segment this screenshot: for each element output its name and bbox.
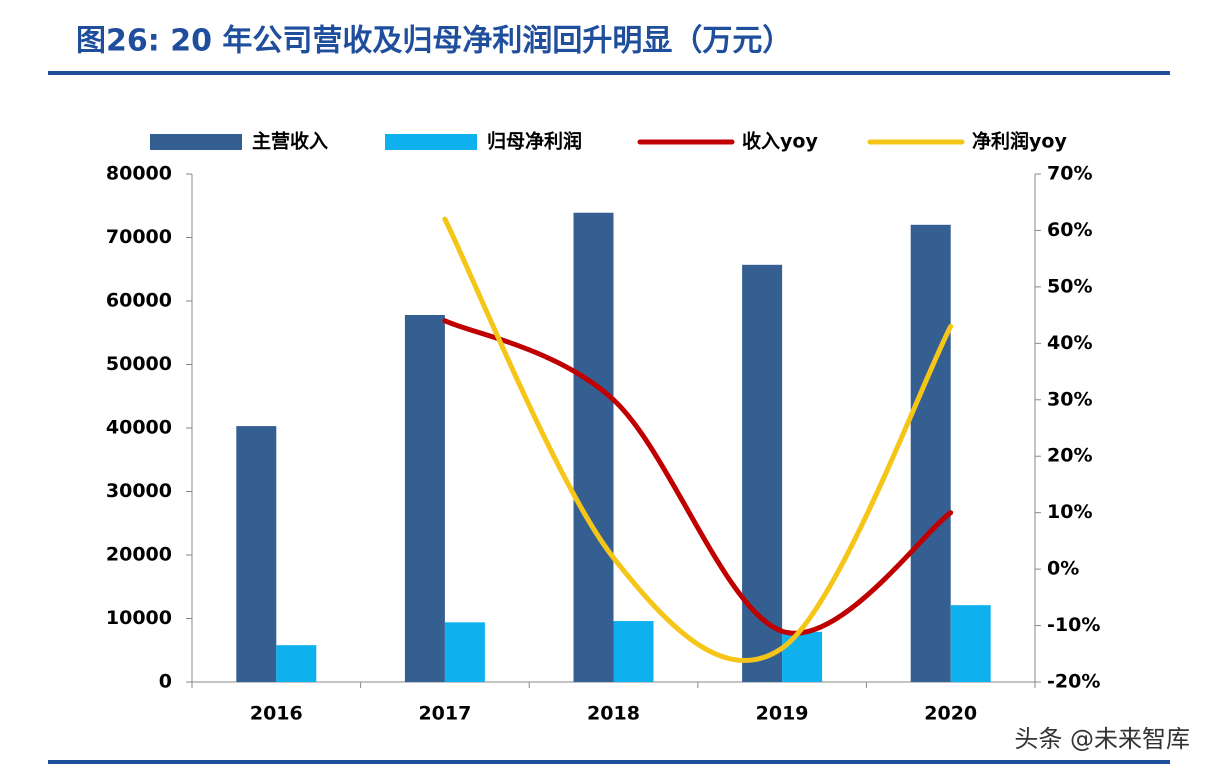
y-tick-label: 70000: [106, 226, 172, 248]
y-tick-label: 60000: [106, 290, 172, 312]
watermark: 头条 @未来智库: [1014, 725, 1190, 753]
bar: [782, 631, 823, 682]
bar: [573, 212, 614, 683]
y2-tick-label: 30%: [1047, 388, 1092, 410]
y-tick-label: 20000: [106, 544, 172, 566]
y2-tick-label: 0%: [1047, 558, 1079, 580]
y-tick-label: 50000: [106, 353, 172, 375]
line: [442, 318, 954, 636]
y2-tick-label: 40%: [1047, 332, 1092, 354]
bar: [404, 314, 445, 682]
y2-tick-label: 60%: [1047, 219, 1092, 241]
y2-tick-label: 50%: [1047, 275, 1092, 297]
y-tick-label: 40000: [106, 417, 172, 439]
y-tick-label: 10000: [106, 607, 172, 629]
y2-tick-label: 20%: [1047, 445, 1092, 467]
line: [442, 216, 954, 663]
legend-label: 收入yoy: [742, 130, 818, 153]
legend-swatch: [150, 134, 242, 150]
x-tick-label: 2017: [418, 703, 471, 725]
x-tick-label: 2020: [924, 703, 977, 725]
chart-title: 图26: 20 年公司营收及归母净利润回升明显（万元）: [76, 24, 792, 59]
bar: [236, 426, 277, 682]
bar: [276, 645, 317, 682]
title-rule: [48, 71, 1170, 75]
legend-swatch: [385, 134, 477, 150]
y-tick-label: 0: [159, 671, 172, 693]
y2-tick-label: 70%: [1047, 163, 1092, 185]
bar: [613, 621, 654, 682]
x-tick-label: 2019: [756, 703, 809, 725]
legend-label: 主营收入: [252, 130, 328, 153]
y2-tick-label: 10%: [1047, 501, 1092, 523]
y2-tick-label: -10%: [1047, 614, 1100, 636]
bar: [950, 605, 991, 682]
y-tick-label: 80000: [106, 163, 172, 185]
legend-label: 归母净利润: [487, 130, 582, 153]
x-tick-label: 2016: [250, 703, 303, 725]
legend-label: 净利润yoy: [972, 130, 1067, 153]
y-tick-label: 30000: [106, 480, 172, 502]
bar: [910, 224, 951, 683]
bar: [444, 622, 485, 682]
bar: [742, 264, 783, 682]
footer-rule: [48, 760, 1170, 764]
x-tick-label: 2018: [587, 703, 640, 725]
y2-tick-label: -20%: [1047, 671, 1100, 693]
